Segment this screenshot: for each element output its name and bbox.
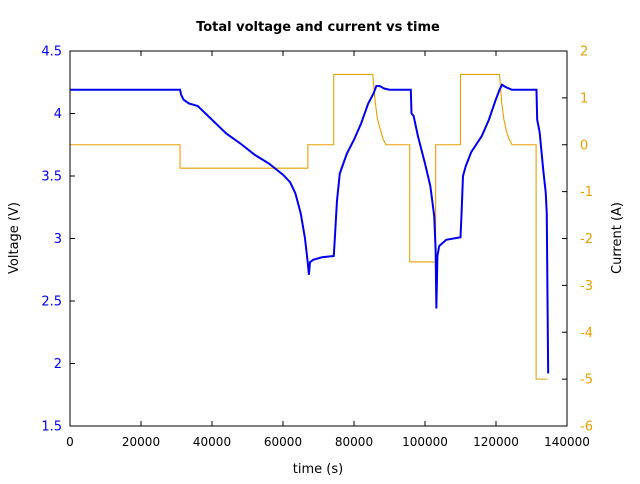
y-left-tick-label: 4	[54, 107, 62, 122]
x-tick-label: 40000	[193, 435, 231, 449]
y-right-tick-label: -6	[580, 420, 593, 435]
y-right-tick-label: -4	[580, 326, 593, 341]
x-tick-label: 20000	[122, 435, 160, 449]
y-left-tick-label: 3	[54, 232, 62, 247]
y-right-tick-label: -2	[580, 232, 593, 247]
y-left-tick-label: 1.5	[41, 420, 62, 435]
plot-area	[69, 50, 568, 427]
y-left-tick-label: 4.5	[41, 45, 62, 60]
x-axis-ticks: 0 20000 40000 60000 80000 100000 120000 140000	[66, 51, 590, 449]
x-tick-label: 100000	[402, 435, 448, 449]
current-series-line	[70, 73, 548, 380]
y-right-tick-label: -5	[580, 373, 593, 388]
y-right-tick-label: 2	[580, 45, 588, 60]
x-tick-label: 60000	[264, 435, 302, 449]
x-tick-label: 140000	[544, 435, 590, 449]
y-left-tick-label: 3.5	[41, 170, 62, 185]
x-tick-label: 80000	[335, 435, 373, 449]
y-right-tick-label: 0	[580, 138, 588, 153]
x-tick-label: 120000	[473, 435, 519, 449]
y-right-tick-label: 1	[580, 91, 588, 106]
x-tick-label: 0	[66, 435, 74, 449]
y-left-axis-label: Voltage (V)	[7, 202, 22, 274]
y-right-tick-label: -1	[580, 185, 593, 200]
x-axis-label: time (s)	[293, 462, 343, 477]
y-right-tick-label: -3	[580, 279, 593, 294]
voltage-series-line	[70, 83, 550, 374]
y-right-axis-label: Current (A)	[610, 202, 625, 274]
y-left-tick-label: 2	[54, 357, 62, 372]
y-left-tick-label: 2.5	[41, 295, 62, 310]
chart-title: Total voltage and current vs time	[196, 20, 440, 35]
y-left-axis-ticks: 1.5 2 2.5 3 3.5 4 4.5	[41, 45, 75, 435]
y-right-axis-ticks: 2 1 0 -1 -2 -3 -4 -5 -6	[562, 45, 593, 435]
